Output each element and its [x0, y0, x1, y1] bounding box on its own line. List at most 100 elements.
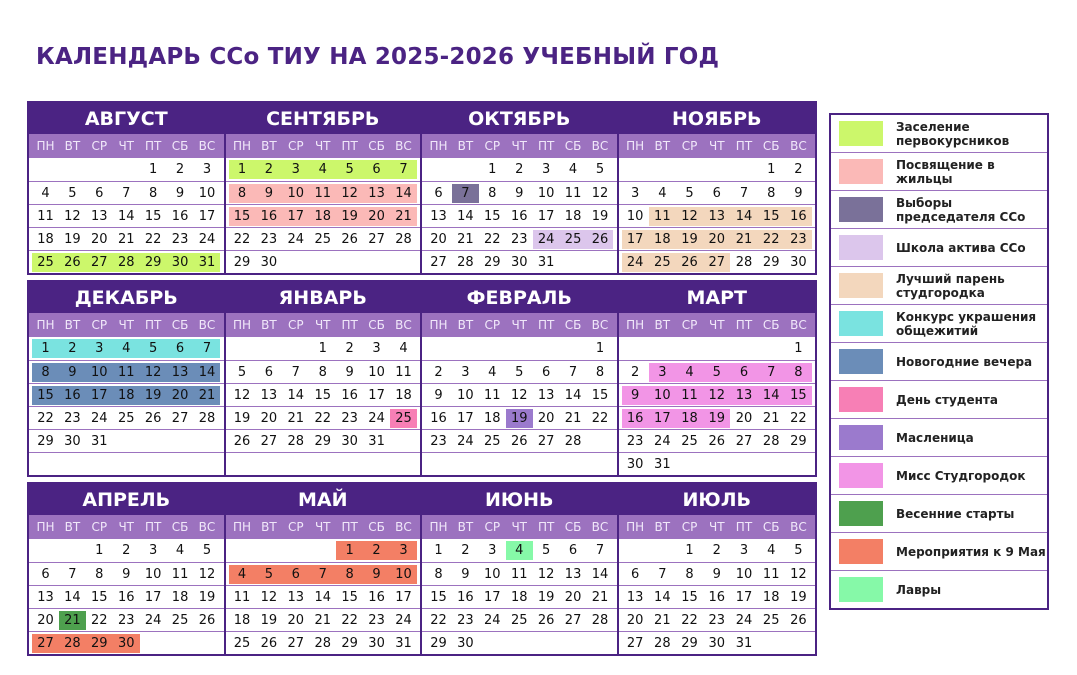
weekday-label: ВТ: [457, 520, 474, 534]
empty-cell: [32, 160, 59, 179]
empty-cell: [59, 160, 86, 179]
day-cell: 26: [790, 612, 807, 628]
weekday-label: СБ: [564, 318, 582, 332]
day-cell: 30: [341, 433, 358, 449]
empty-cell: [758, 455, 785, 474]
day-cell: 7: [390, 160, 417, 179]
week-row: 1: [619, 337, 816, 360]
day-cell: 5: [595, 162, 605, 177]
empty-cell: [194, 455, 221, 474]
empty-cell: [622, 160, 649, 179]
legend-label: Выборы председателя ССо: [896, 195, 1026, 224]
month-октябрь: ОКТЯБРЬ ПН ВТ СР ЧТ ПТ СБ ВС 1 2 3 4 5 6 7 8 9 10 11 12 13 14…: [422, 103, 619, 273]
week-row: 4 5 6 7 8 9 10: [29, 181, 224, 204]
day-cell: 4: [488, 364, 497, 380]
day-cell: 10: [484, 566, 501, 582]
week-row: [225, 452, 420, 475]
weekday-header: ПН ВТ СР ЧТ ПТ СБ ВС: [422, 515, 617, 539]
day-cell: 2: [515, 162, 524, 177]
empty-cell: [425, 339, 452, 358]
empty-cell: [229, 339, 256, 358]
day-cell: 18: [171, 589, 189, 605]
day-cell: 5: [255, 564, 283, 584]
empty-cell: [452, 160, 479, 179]
day-cell: 27: [735, 433, 753, 449]
day-cell: 21: [193, 385, 221, 405]
day-cell: 17: [85, 385, 113, 405]
day-cell: 5: [703, 362, 731, 382]
day-cell: 10: [198, 185, 216, 201]
empty-cell: [649, 160, 676, 179]
day-cell: 15: [430, 589, 447, 605]
week-row: 4 5 6 7 8 9 10: [225, 562, 420, 585]
day-cell: 11: [233, 589, 251, 605]
day-cell: 27: [626, 635, 644, 651]
day-cell: 4: [675, 362, 704, 382]
day-cell: 5: [542, 543, 551, 558]
weekday-label: ЧТ: [314, 139, 331, 153]
weekday-header: ПН ВТ СР ЧТ ПТ СБ ВС: [422, 313, 617, 337]
week-row: 18 19 20 21 22 23 24: [29, 227, 224, 250]
legend-label: Школа актива ССо: [896, 240, 1026, 255]
day-cell: 30: [260, 254, 278, 270]
week-row: 29 30: [225, 250, 420, 273]
day-cell: 21: [58, 610, 86, 630]
week-row: 8 9 10 11 12 13 14: [29, 360, 224, 383]
day-cell: 6: [95, 185, 104, 201]
day-cell: 7: [193, 339, 221, 358]
day-cell: 10: [390, 564, 417, 584]
empty-cell: [113, 160, 140, 179]
weekday-label: СБ: [762, 139, 780, 153]
weekday-label: СР: [91, 318, 108, 332]
week-row: 20 21 22 23 24 25 26: [422, 227, 617, 250]
day-cell: 19: [703, 408, 731, 428]
weekday-label: ЧТ: [314, 318, 331, 332]
day-cell: 17: [395, 589, 412, 605]
day-cell: 10: [368, 364, 385, 380]
legend-label: Заселение первокурсников: [896, 119, 1010, 148]
day-cell: 2: [58, 339, 86, 358]
day-cell: 18: [112, 385, 140, 405]
day-cell: 27: [537, 433, 555, 449]
day-cell: 2: [461, 543, 470, 558]
weekday-header: ПН ВТ СР ЧТ ПТ СБ ВС: [618, 313, 815, 337]
day-cell: 10: [648, 385, 676, 405]
day-cell: 2: [794, 162, 803, 177]
day-cell: 16: [117, 589, 135, 605]
day-cell: 24: [621, 252, 649, 272]
day-cell: 29: [314, 433, 331, 449]
week-row: 29 30: [422, 631, 617, 654]
day-cell: 8: [318, 364, 327, 380]
weekday-label: СР: [287, 139, 304, 153]
day-cell: 28: [112, 252, 140, 272]
weekday-label: ВС: [395, 520, 412, 534]
day-cell: 22: [790, 410, 807, 426]
day-cell: 27: [564, 612, 582, 628]
day-cell: 14: [757, 385, 785, 405]
empty-cell: [452, 455, 479, 474]
weekday-label: СР: [91, 139, 108, 153]
day-cell: 29: [139, 252, 167, 272]
week-row: 13 14 15 16 17 18 19: [29, 585, 224, 608]
day-cell: 28: [762, 433, 780, 449]
day-cell: 23: [510, 231, 528, 247]
day-cell: 13: [730, 385, 758, 405]
day-cell: 25: [559, 229, 587, 249]
week-row: 30 31: [618, 452, 815, 475]
day-cell: 1: [228, 160, 256, 179]
day-cell: 11: [395, 364, 412, 380]
month-band: ДЕКАБРЬ ПН ВТ СР ЧТ ПТ СБ ВС 1 2 3 4 5 6 7 8 9 10 11 12 13 14…: [27, 280, 817, 477]
page-title: КАЛЕНДАРЬ ССо ТИУ НА 2025-2026 УЧЕБНЫЙ Г…: [36, 44, 720, 70]
month-title: МАЙ: [225, 484, 420, 515]
empty-cell: [229, 541, 256, 560]
day-cell: 14: [193, 362, 221, 382]
day-cell: 17: [648, 408, 676, 428]
week-row: 24 25 26 27 28 29 30: [618, 250, 815, 273]
day-cell: 6: [730, 362, 758, 382]
day-cell: 28: [198, 410, 216, 426]
day-cell: 8: [767, 185, 776, 201]
day-cell: 15: [681, 589, 698, 605]
day-cell: 26: [58, 252, 86, 272]
month-title: АПРЕЛЬ: [29, 484, 224, 515]
legend-item-den: День студента: [831, 380, 1047, 418]
